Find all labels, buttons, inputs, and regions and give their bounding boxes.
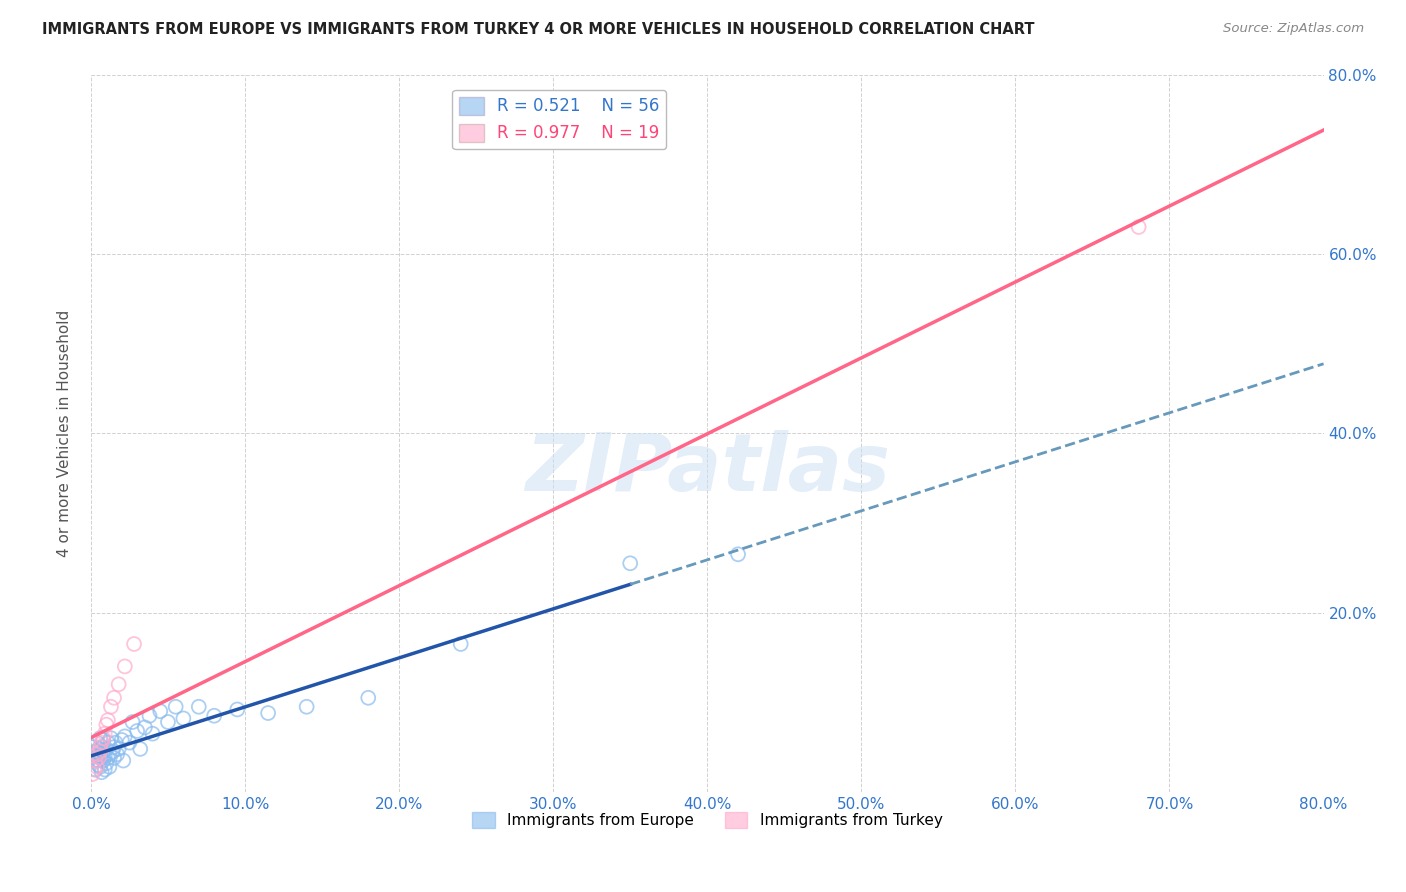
Point <box>90 751 112 765</box>
Point <box>84 763 107 777</box>
Point <box>87 742 110 756</box>
Point <box>86 736 108 750</box>
Point <box>94 763 117 777</box>
Point <box>87 754 110 768</box>
Point <box>127 723 149 738</box>
Point <box>90 736 112 750</box>
Point <box>86 749 108 764</box>
Point <box>450 637 472 651</box>
Point <box>89 760 111 774</box>
Point <box>105 747 128 762</box>
Point <box>87 751 110 765</box>
Point <box>134 720 156 734</box>
Point <box>187 699 209 714</box>
Point <box>82 767 104 781</box>
Point <box>91 754 114 768</box>
Point <box>90 765 112 780</box>
Point <box>107 742 129 756</box>
Point <box>114 659 136 673</box>
Point <box>83 763 105 777</box>
Point <box>619 556 641 570</box>
Point <box>86 760 108 774</box>
Point <box>91 745 114 759</box>
Point <box>89 731 111 746</box>
Point <box>94 749 117 764</box>
Point <box>100 699 122 714</box>
Point <box>89 745 111 759</box>
Text: Source: ZipAtlas.com: Source: ZipAtlas.com <box>1223 22 1364 36</box>
Point <box>98 760 121 774</box>
Point <box>122 637 145 651</box>
Point <box>84 754 107 768</box>
Point <box>94 726 117 740</box>
Point <box>86 747 108 762</box>
Point <box>112 754 135 768</box>
Point <box>83 754 105 768</box>
Point <box>89 740 111 755</box>
Point <box>107 677 129 691</box>
Point <box>111 733 134 747</box>
Point <box>97 751 120 765</box>
Legend: Immigrants from Europe, Immigrants from Turkey: Immigrants from Europe, Immigrants from … <box>465 806 949 835</box>
Point <box>104 736 127 750</box>
Point <box>103 740 125 755</box>
Point <box>138 708 160 723</box>
Point <box>101 745 124 759</box>
Y-axis label: 4 or more Vehicles in Household: 4 or more Vehicles in Household <box>58 310 72 557</box>
Point <box>295 699 318 714</box>
Point <box>89 747 111 762</box>
Point <box>96 742 118 756</box>
Point <box>172 711 194 725</box>
Point <box>84 745 107 759</box>
Point <box>98 747 121 762</box>
Point <box>97 713 120 727</box>
Point <box>121 714 143 729</box>
Point <box>202 708 225 723</box>
Point <box>90 740 112 755</box>
Point <box>91 733 114 747</box>
Point <box>97 736 120 750</box>
Point <box>129 742 152 756</box>
Text: ZIPatlas: ZIPatlas <box>524 430 890 508</box>
Point <box>114 730 136 744</box>
Point <box>91 731 114 746</box>
Point <box>103 690 125 705</box>
Point <box>96 717 118 731</box>
Point <box>103 751 125 765</box>
Point <box>82 740 104 755</box>
Point <box>727 547 749 561</box>
Text: IMMIGRANTS FROM EUROPE VS IMMIGRANTS FROM TURKEY 4 OR MORE VEHICLES IN HOUSEHOLD: IMMIGRANTS FROM EUROPE VS IMMIGRANTS FRO… <box>42 22 1035 37</box>
Point <box>149 704 172 718</box>
Point <box>257 706 280 720</box>
Point <box>226 702 249 716</box>
Point <box>100 731 122 746</box>
Point <box>156 714 179 729</box>
Point <box>118 736 141 750</box>
Point <box>165 699 187 714</box>
Point <box>357 690 380 705</box>
Point <box>87 758 110 772</box>
Point <box>142 726 165 740</box>
Point <box>1128 219 1150 234</box>
Point <box>96 756 118 771</box>
